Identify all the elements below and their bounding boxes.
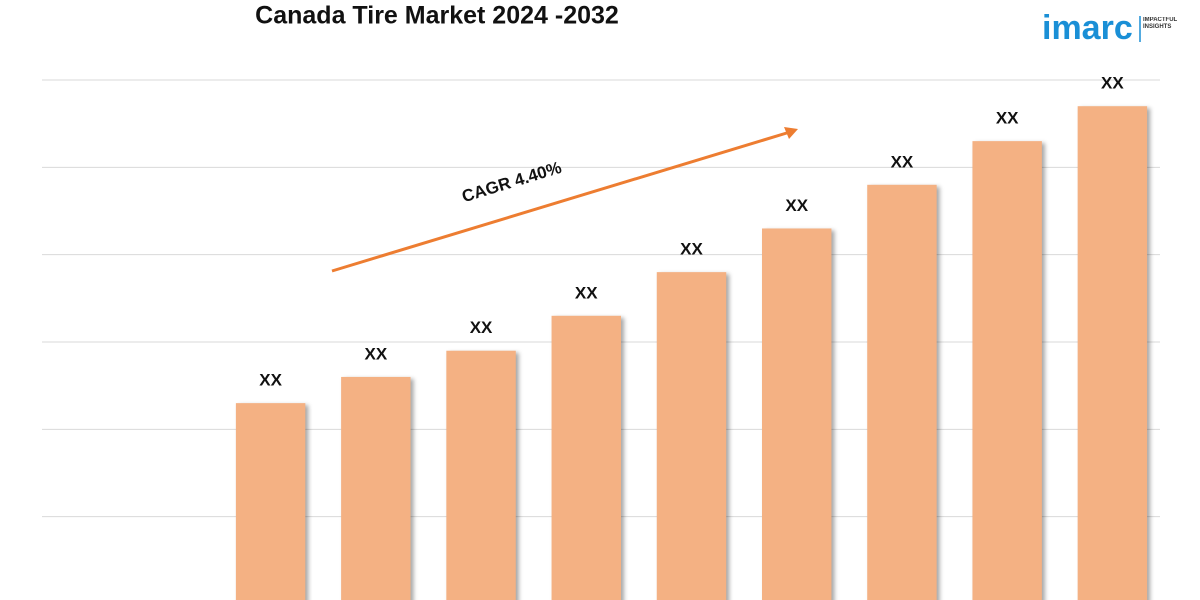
value-label: XX	[259, 371, 282, 390]
logo-name: imarc	[1042, 9, 1133, 47]
value-label: XX	[1101, 74, 1124, 93]
bar	[235, 403, 306, 600]
bar	[341, 376, 411, 600]
value-label: XX	[996, 109, 1019, 128]
bar	[551, 315, 622, 600]
value-label: XX	[470, 318, 493, 337]
bar	[656, 272, 727, 600]
chart-title: Canada Tire Market 2024 -2032	[255, 2, 619, 30]
logo: imarc IMPACTFUL INSIGHTS	[1042, 9, 1178, 47]
value-label: XX	[575, 283, 598, 302]
cagr-annotation: CAGR 4.40%	[460, 158, 564, 206]
bar	[972, 141, 1042, 600]
logo-tagline: IMPACTFUL INSIGHTS	[1143, 17, 1178, 30]
value-label: XX	[785, 196, 808, 215]
value-label: XX	[680, 240, 703, 259]
cagr-arrowhead	[784, 127, 798, 139]
logo-tagline-box: IMPACTFUL INSIGHTS	[1143, 17, 1178, 30]
bar	[867, 184, 937, 600]
bar	[1077, 106, 1148, 600]
bar	[446, 350, 516, 600]
value-label: XX	[364, 344, 387, 363]
value-label: XX	[891, 152, 914, 171]
cagr-arrow	[331, 130, 791, 273]
bar	[761, 228, 832, 600]
